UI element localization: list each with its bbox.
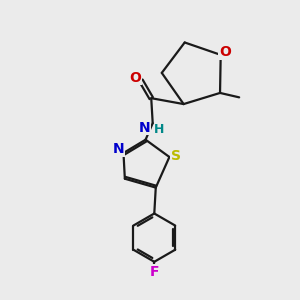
Text: F: F (149, 265, 159, 279)
Text: N: N (112, 142, 124, 156)
Text: H: H (154, 123, 164, 136)
Text: O: O (130, 70, 142, 85)
Text: S: S (171, 148, 181, 163)
Text: N: N (139, 121, 150, 135)
Text: O: O (219, 45, 231, 59)
